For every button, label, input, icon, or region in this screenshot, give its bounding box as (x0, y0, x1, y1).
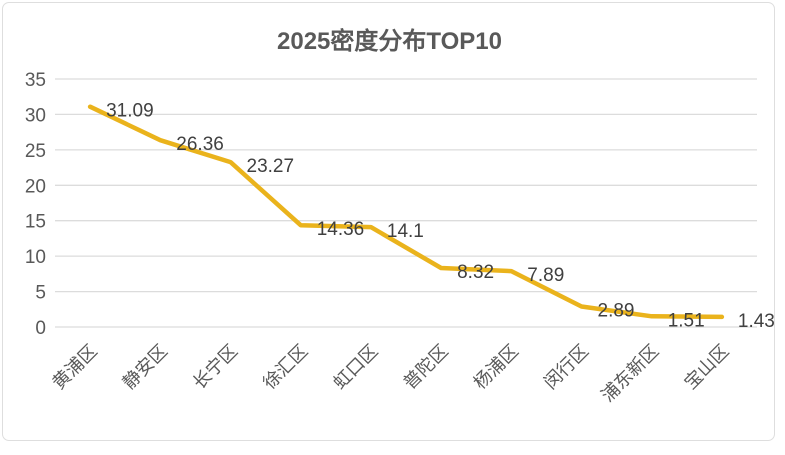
series-line (87, 104, 725, 320)
x-axis-label: 虹口区 (329, 341, 381, 393)
x-axis-label: 静安区 (119, 341, 171, 393)
data-label: 26.36 (176, 134, 224, 155)
data-label: 7.89 (527, 265, 564, 286)
data-label: 1.51 (668, 310, 705, 331)
y-axis-tick-label: 25 (25, 141, 46, 162)
y-axis-tick-label: 0 (35, 318, 46, 339)
data-label: 1.43 (738, 311, 775, 332)
y-axis-tick-label: 5 (35, 283, 46, 304)
y-axis-tick-label: 35 (25, 70, 46, 91)
y-axis-tick-label: 15 (25, 212, 46, 233)
chart-frame (2, 2, 775, 441)
data-label: 8.32 (457, 262, 494, 283)
y-axis-tick-label: 20 (25, 176, 46, 197)
data-label: 14.36 (317, 219, 365, 240)
data-label: 31.09 (106, 101, 154, 122)
x-axis-label: 长宁区 (189, 341, 241, 393)
data-label: 23.27 (247, 156, 295, 177)
x-axis-label: 浦东新区 (597, 341, 662, 406)
x-axis-label: 普陀区 (400, 341, 452, 393)
x-axis-label: 宝山区 (680, 341, 732, 393)
chart-title: 2025密度分布TOP10 (277, 28, 502, 55)
y-axis-tick-label: 30 (25, 105, 46, 126)
y-axis-tick-label: 10 (25, 247, 46, 268)
data-label: 14.1 (387, 221, 424, 242)
x-axis-label: 闵行区 (540, 341, 592, 393)
x-axis-label: 徐汇区 (259, 341, 311, 393)
x-axis-label: 杨浦区 (470, 341, 522, 393)
x-axis-label: 黄浦区 (49, 341, 101, 393)
data-label: 2.89 (598, 301, 635, 322)
